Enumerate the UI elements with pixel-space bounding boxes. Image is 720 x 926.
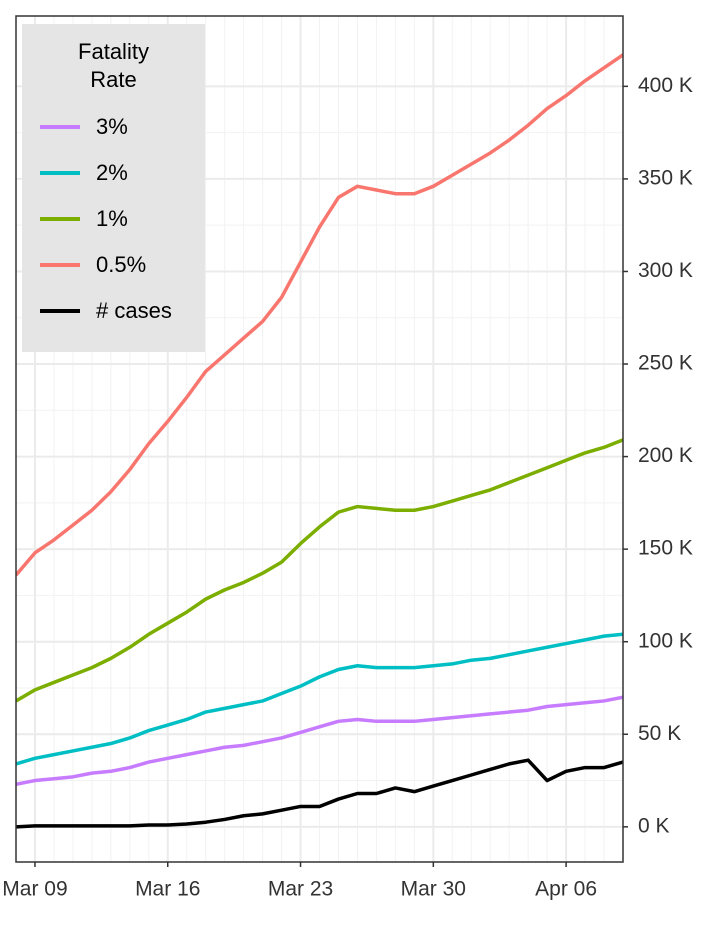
y-tick-label: 350 K [638, 166, 693, 189]
legend-label: 3% [96, 114, 128, 139]
legend-label: 0.5% [96, 252, 147, 277]
line [16, 695, 623, 786]
y-tick-label: 150 K [638, 537, 693, 560]
legend-key [40, 217, 80, 221]
y-tick-label: 50 K [638, 722, 681, 745]
x-tick-label: Mar 23 [268, 878, 333, 901]
panel-border [15, 15, 624, 863]
line [16, 758, 623, 829]
line [16, 438, 623, 703]
legend-item: 1% [22, 196, 205, 242]
legend-item: 2% [22, 150, 205, 196]
legend-label: 1% [96, 206, 128, 231]
legend-item: # cases [22, 288, 205, 334]
y-tick-label: 200 K [638, 444, 693, 467]
legend-key [40, 263, 80, 267]
legend-title: Fatality Rate [78, 39, 149, 92]
legend-key [40, 171, 80, 175]
legend-key [40, 125, 80, 129]
x-tick-label: Apr 06 [535, 878, 597, 901]
x-tick-label: Mar 09 [2, 878, 67, 901]
legend-item: 0.5% [22, 242, 205, 288]
legend: Fatality Rate 3% 2% 1% 0.5% # cases [22, 24, 205, 352]
y-tick-label: 300 K [638, 259, 693, 282]
y-tick-label: 0 K [638, 814, 670, 837]
x-tick-label: Mar 30 [401, 878, 466, 901]
y-tick-label: 250 K [638, 352, 693, 375]
legend-label: 2% [96, 160, 128, 185]
legend-item: 3% [22, 104, 205, 150]
line [16, 53, 623, 577]
y-tick-label: 400 K [638, 74, 693, 97]
line [16, 632, 623, 766]
legend-label: # cases [96, 298, 172, 323]
legend-key [40, 309, 80, 313]
y-tick-label: 100 K [638, 629, 693, 652]
x-tick-label: Mar 16 [135, 878, 200, 901]
